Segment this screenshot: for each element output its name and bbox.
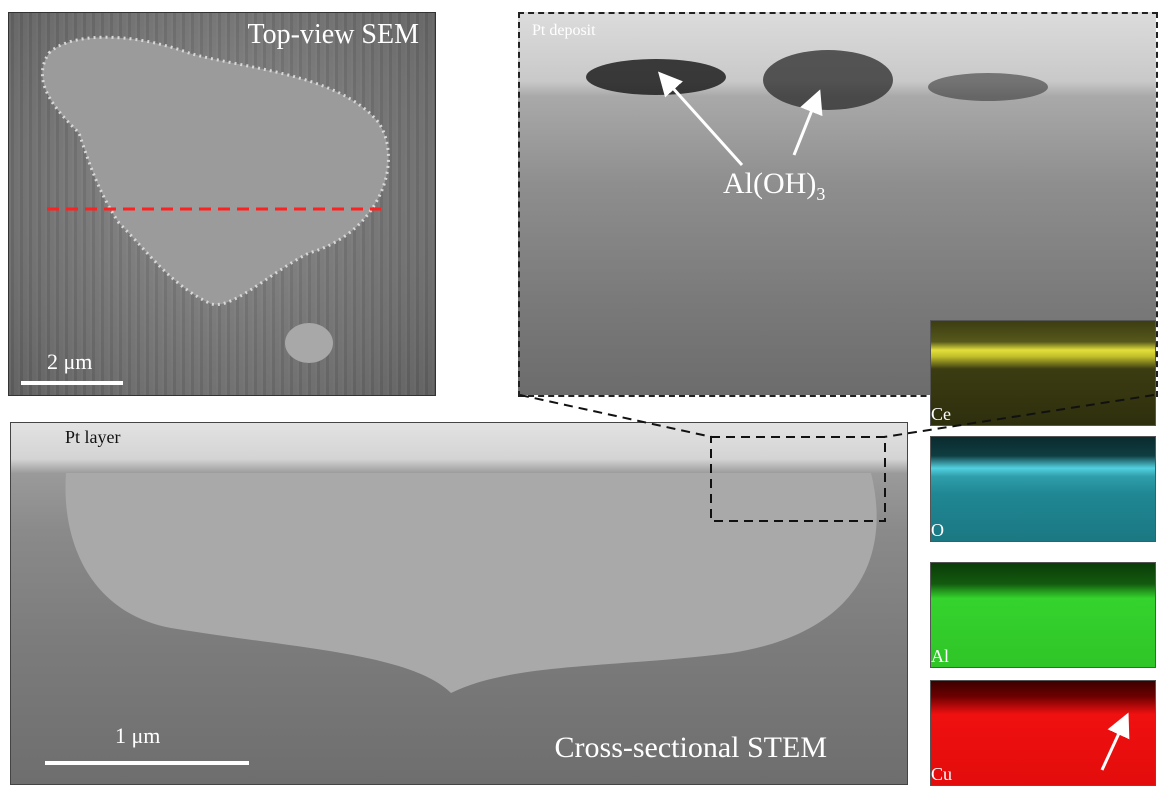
eds-label-cu: Cu bbox=[931, 764, 953, 784]
stem-zoom-box bbox=[710, 436, 886, 522]
aloh3-label: Al(OH)3 bbox=[723, 167, 826, 204]
stem-title: Cross-sectional STEM bbox=[554, 731, 827, 764]
stem-particle-shape bbox=[65, 436, 886, 693]
stem-scale-bar bbox=[45, 761, 249, 765]
eds-map-al: Al bbox=[930, 562, 1156, 668]
sem-scale-label: 2 μm bbox=[47, 349, 93, 374]
sem-title: Top-view SEM bbox=[247, 19, 419, 50]
eds-label-o: O bbox=[931, 520, 944, 540]
eds-label-ce: Ce bbox=[931, 404, 951, 424]
zoomed-stem-image: Pt deposit Al(OH)3 bbox=[518, 12, 1156, 395]
eds-map-cu: Cu bbox=[930, 680, 1156, 786]
eds-label-al: Al bbox=[931, 646, 949, 666]
pt-deposit-label: Pt deposit bbox=[532, 22, 596, 39]
eds-map-ce: Ce bbox=[930, 320, 1156, 426]
eds-map-o: O bbox=[930, 436, 1156, 542]
sem-scale-bar bbox=[21, 381, 123, 385]
stem-scale-label: 1 μm bbox=[115, 723, 161, 748]
cross-sectional-stem-image: Pt layer Cross-sectional STEM 1 μm bbox=[10, 422, 908, 785]
pt-layer-label: Pt layer bbox=[65, 427, 121, 447]
sem-particle-shape bbox=[41, 35, 390, 363]
top-view-sem-image: Top-view SEM 2 μm bbox=[8, 12, 436, 396]
